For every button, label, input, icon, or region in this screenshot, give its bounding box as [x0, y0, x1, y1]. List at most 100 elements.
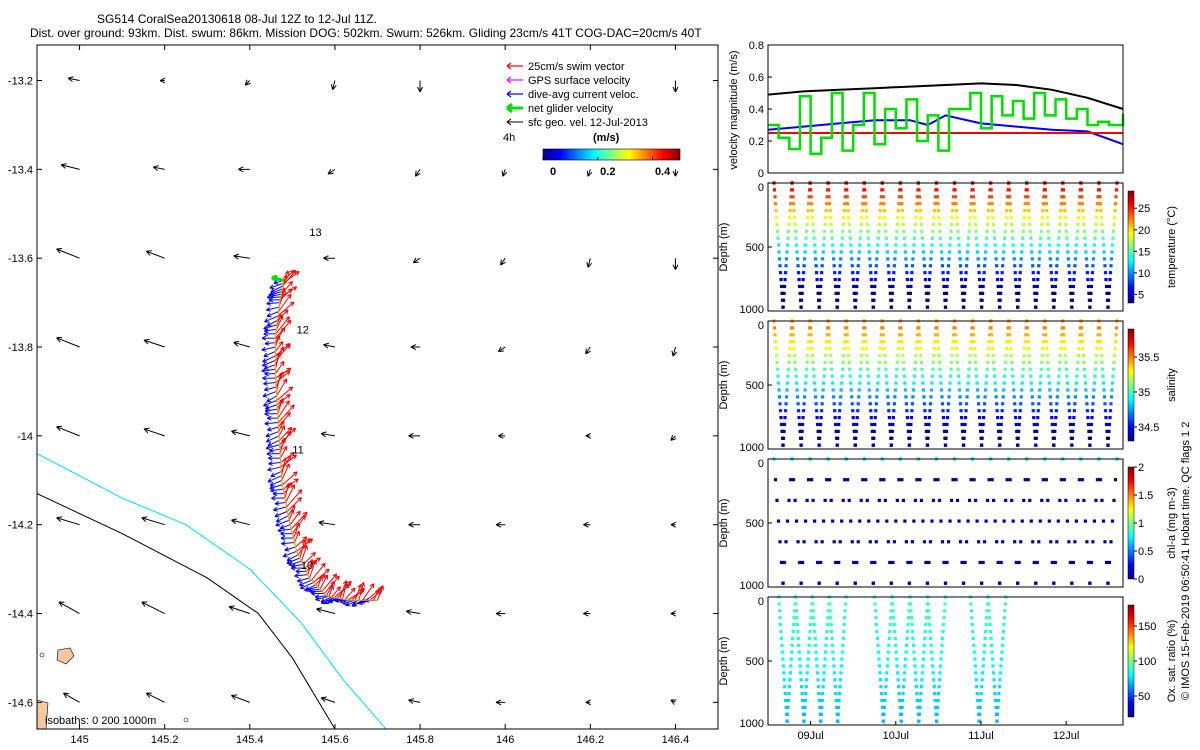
- oxygen-point: [796, 629, 800, 634]
- oxygen-point: [883, 698, 887, 703]
- temperature-point: [1014, 277, 1018, 282]
- temperature-point: [782, 284, 787, 289]
- swim-vector-arrow: [302, 551, 317, 566]
- temperature-point: [777, 257, 782, 261]
- temperature-point: [997, 291, 1001, 295]
- legend-label-sfc: sfc geo. vel. 12-Jul-2013: [528, 117, 648, 129]
- oxygen-point: [927, 609, 931, 613]
- velocity-y-ticks: 00.20.40.60.8: [749, 40, 772, 180]
- oxygen-point: [918, 705, 922, 709]
- temperature-point: [829, 222, 833, 226]
- oxygen-point: [822, 678, 826, 682]
- swim-vector-arrow: [289, 510, 301, 525]
- oxygen-point: [803, 705, 807, 709]
- temperature-point: [1029, 243, 1033, 247]
- temperature-point: [816, 291, 820, 295]
- salinity-point: [988, 333, 992, 337]
- oxygen-point: [896, 678, 900, 682]
- temperature-point: [1102, 250, 1106, 254]
- salinity-point: [1083, 381, 1088, 385]
- salinity-point: [1035, 422, 1039, 427]
- temperature-point: [871, 305, 875, 309]
- oxygen-point: [802, 719, 806, 723]
- temperature-point: [855, 284, 859, 289]
- salinity-point: [954, 340, 958, 344]
- sfc-vector-arrow: [233, 340, 250, 348]
- oxygen-point: [800, 685, 804, 689]
- swim-vector-arrow: [297, 537, 311, 555]
- salinity-point: [902, 374, 906, 378]
- oxygen-point: [976, 705, 980, 709]
- salinity-point: [1011, 381, 1015, 385]
- temperature-point: [960, 291, 965, 295]
- chla-point: [996, 560, 1000, 565]
- temperature-ylabel: Depth (m): [718, 223, 730, 272]
- temperature-point: [814, 264, 818, 268]
- temperature-point: [909, 277, 914, 282]
- salinity-point: [1048, 395, 1052, 399]
- salinity-point: [928, 409, 932, 413]
- salinity-point: [974, 374, 979, 378]
- oxygen-point: [811, 602, 815, 606]
- chla-point: [1071, 560, 1075, 565]
- chla-point: [805, 498, 809, 502]
- temperature-point: [843, 202, 847, 206]
- salinity-point: [819, 422, 823, 427]
- oxygen-point: [910, 629, 915, 634]
- swim-vector-arrow: [336, 580, 352, 599]
- salinity-point: [777, 388, 781, 392]
- temperature-point: [1052, 305, 1056, 309]
- temperature-point: [1012, 257, 1016, 261]
- oxygen-point: [792, 622, 796, 627]
- temperature-point: [1085, 271, 1090, 275]
- chla-point: [811, 498, 815, 502]
- dac-vector-arrow: [281, 540, 295, 546]
- temperature-point: [833, 271, 837, 275]
- legend-label-dac: dive-avg current veloc.: [528, 89, 639, 101]
- temperature-point: [1018, 277, 1022, 282]
- temperature-point: [917, 188, 921, 192]
- temperature-point: [922, 257, 926, 261]
- oxygen-point: [1003, 602, 1007, 606]
- chla-y-tick-label: 0: [758, 458, 764, 470]
- temperature-point: [879, 195, 883, 199]
- salinity-point: [1050, 422, 1054, 427]
- oxygen-point: [920, 678, 924, 682]
- temperature-point: [930, 236, 935, 240]
- oxygen-point: [893, 629, 897, 634]
- salinity-point: [902, 367, 906, 371]
- temperature-point: [1040, 222, 1044, 226]
- oxygen-point: [835, 705, 839, 709]
- temperature-point: [891, 277, 895, 282]
- temperature-point: [928, 264, 933, 268]
- chla-point: [1053, 560, 1057, 565]
- oxygen-point: [799, 678, 803, 682]
- chla-colorbar-tick-label: 2: [1138, 462, 1144, 474]
- salinity-point: [825, 333, 829, 337]
- salinity-y-tick-label: 1000: [740, 442, 764, 454]
- temperature-point: [951, 202, 955, 206]
- dac-vector-arrow: [274, 500, 286, 506]
- temperature-point: [973, 215, 977, 220]
- temperature-point: [868, 257, 872, 261]
- salinity-point: [1023, 346, 1027, 351]
- temperature-point: [804, 229, 809, 233]
- salinity-point: [1085, 402, 1089, 406]
- chla-point: [992, 498, 996, 502]
- temperature-point: [996, 277, 1000, 282]
- salinity-point: [1092, 381, 1097, 385]
- temperature-point: [1023, 208, 1027, 213]
- chla-point: [904, 540, 908, 544]
- oxygen-point: [784, 698, 788, 703]
- salinity-point: [1013, 409, 1017, 413]
- salinity-colorbar-label: salinity: [1166, 368, 1178, 402]
- oxygen-point: [911, 643, 916, 647]
- salinity-point: [777, 395, 782, 399]
- salinity-point: [866, 367, 870, 371]
- oxygen-point: [971, 636, 975, 640]
- salinity-point: [939, 388, 944, 392]
- salinity-point: [1038, 381, 1042, 385]
- salinity-point: [979, 429, 983, 433]
- temperature-point: [1008, 195, 1012, 199]
- chla-point: [1059, 478, 1063, 482]
